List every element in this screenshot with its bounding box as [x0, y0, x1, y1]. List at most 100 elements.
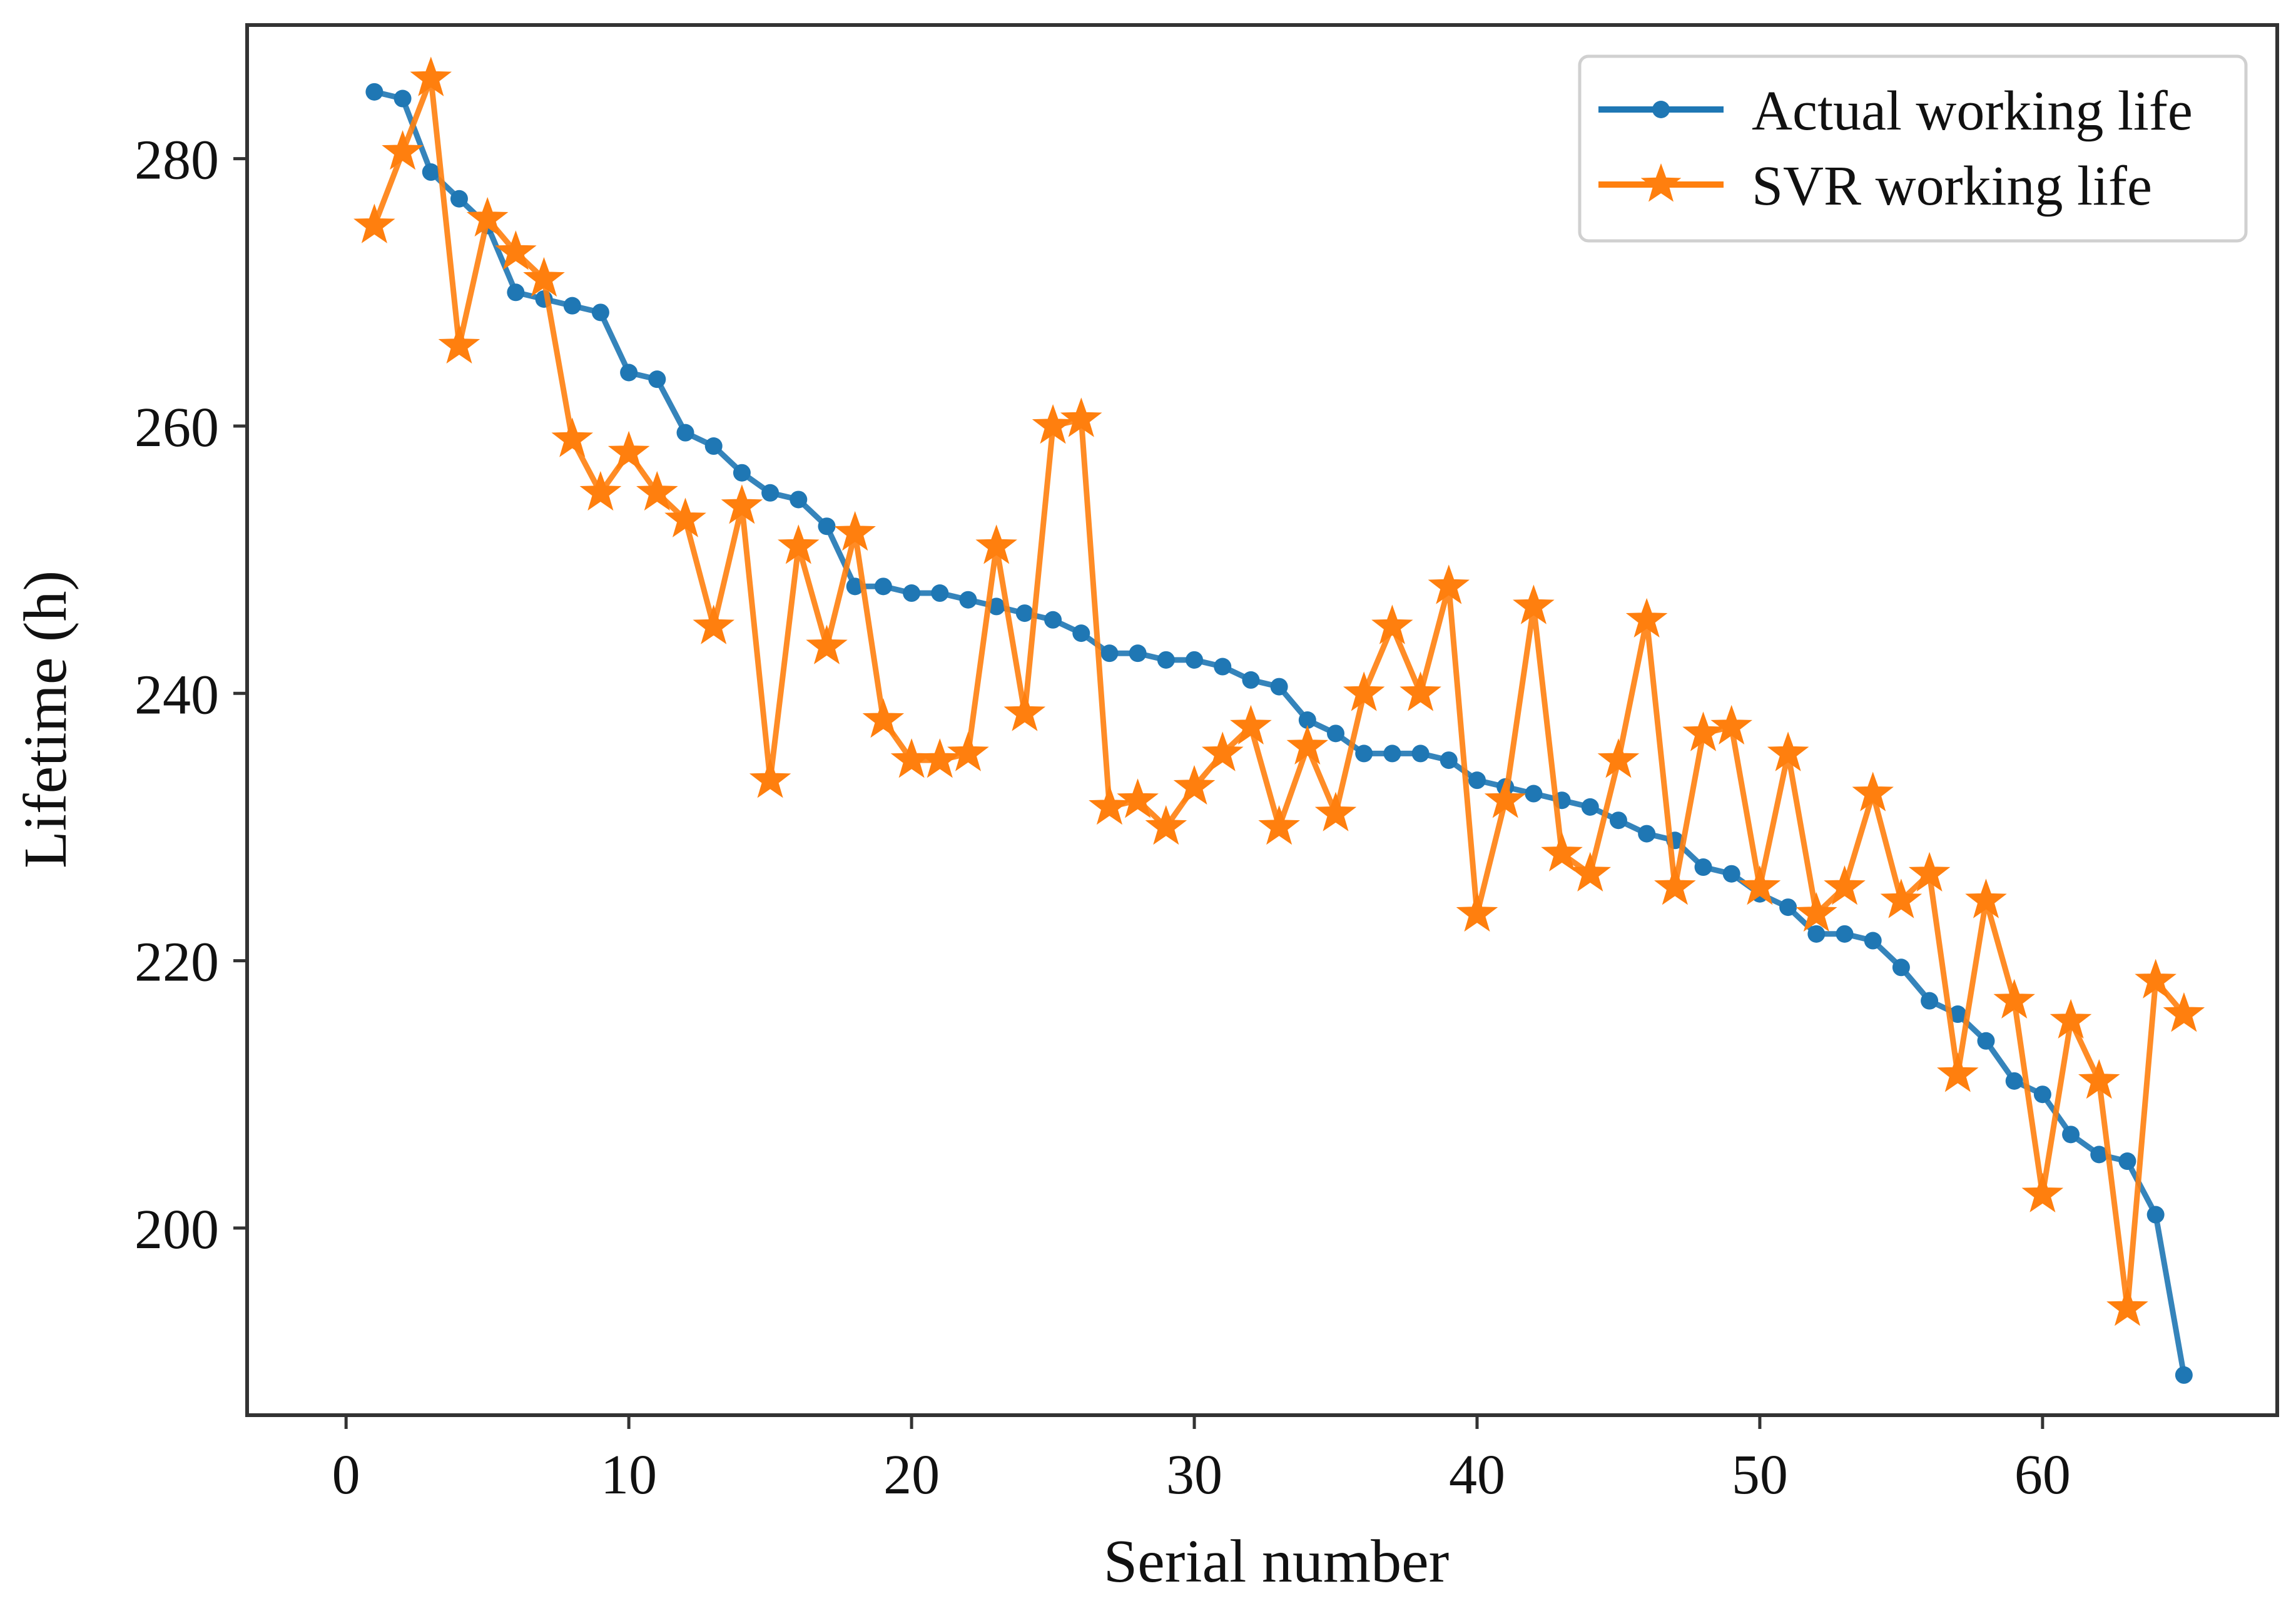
data-point-svr — [2106, 1286, 2148, 1326]
data-point-svr — [1682, 711, 1724, 751]
data-point-actual — [2175, 1366, 2193, 1384]
data-point-svr — [947, 731, 989, 771]
data-point-actual — [931, 584, 949, 602]
y-tick-label: 280 — [135, 130, 219, 191]
data-point-actual — [591, 303, 609, 322]
data-point-svr — [1032, 404, 1074, 444]
data-point-svr — [1852, 771, 1894, 811]
y-axis-ticks: 200 220 240 260 280 — [135, 130, 247, 1261]
series-layer — [353, 56, 2205, 1384]
data-point-actual — [1186, 651, 1204, 669]
data-point-actual — [1298, 711, 1316, 729]
data-point-svr — [1428, 564, 1470, 604]
data-point-actual — [1440, 751, 1458, 770]
data-point-actual — [903, 584, 921, 602]
y-axis-label: Lifetime (h) — [12, 571, 79, 868]
data-point-actual — [874, 577, 892, 596]
data-point-svr — [1456, 892, 1498, 932]
data-point-svr — [607, 430, 650, 471]
data-point-actual — [1157, 651, 1175, 669]
data-point-svr — [1003, 691, 1046, 731]
data-point-actual — [394, 89, 412, 108]
data-point-svr — [1710, 704, 1753, 745]
data-point-svr — [1824, 865, 1866, 905]
data-point-actual — [1864, 932, 1882, 950]
data-point-svr — [1569, 851, 1612, 892]
data-point-svr — [1993, 978, 2035, 1019]
y-tick-label: 220 — [135, 932, 219, 994]
data-point-svr — [693, 604, 735, 644]
data-point-svr — [1286, 724, 1329, 765]
data-point-svr — [1173, 765, 1216, 805]
legend-item-actual: Actual working life — [1598, 80, 2193, 142]
series-svr-working-life — [353, 56, 2205, 1326]
data-point-actual — [365, 83, 384, 101]
data-point-svr — [2021, 1172, 2064, 1212]
data-point-svr — [1314, 791, 1357, 831]
data-point-svr — [2078, 1059, 2120, 1099]
data-point-svr — [1597, 738, 1640, 778]
data-point-actual — [1581, 798, 1599, 816]
legend-dot-marker — [1652, 101, 1670, 118]
y-tick-label: 200 — [135, 1199, 219, 1261]
data-point-actual — [1015, 604, 1034, 623]
data-point-svr — [1767, 731, 1809, 771]
data-point-svr — [1484, 778, 1526, 818]
data-point-svr — [382, 130, 424, 170]
data-point-actual — [2062, 1126, 2080, 1144]
legend-star-marker — [1640, 163, 1682, 202]
legend-item-svr: SVR working life — [1598, 155, 2152, 217]
data-point-actual — [1468, 771, 1486, 790]
data-point-actual — [1525, 785, 1543, 803]
data-point-actual — [987, 597, 1005, 616]
data-point-svr — [1908, 851, 1951, 892]
data-point-actual — [620, 363, 638, 382]
data-point-svr — [1796, 892, 1837, 932]
data-point-svr — [721, 484, 763, 524]
data-point-svr — [410, 56, 452, 96]
data-point-svr — [1371, 604, 1413, 644]
data-point-actual — [1921, 992, 1939, 1010]
y-tick-label: 240 — [135, 664, 219, 726]
data-point-actual — [1609, 811, 1627, 830]
data-point-svr — [2163, 992, 2205, 1032]
data-point-svr — [918, 738, 961, 778]
data-point-svr — [523, 257, 565, 297]
data-point-actual — [733, 464, 751, 482]
data-point-svr — [778, 524, 820, 564]
data-point-svr — [1145, 805, 1187, 845]
data-point-actual — [1892, 958, 1910, 977]
data-point-actual — [1694, 858, 1712, 877]
data-point-actual — [2118, 1152, 2136, 1171]
data-point-svr — [466, 196, 509, 237]
data-point-svr — [1880, 878, 1923, 918]
data-point-actual — [1044, 611, 1062, 629]
data-point-actual — [1779, 898, 1797, 917]
data-point-svr — [749, 758, 791, 798]
data-point-svr — [664, 497, 706, 537]
x-axis-label: Serial number — [1104, 1528, 1449, 1595]
data-point-actual — [1836, 925, 1854, 943]
data-point-svr — [1230, 704, 1272, 745]
data-point-actual — [1242, 671, 1260, 689]
data-point-actual — [2033, 1085, 2051, 1104]
legend: Actual working life SVR working life — [1578, 54, 2248, 243]
data-point-actual — [1072, 624, 1090, 643]
data-point-svr — [1258, 805, 1300, 845]
data-point-actual — [1722, 865, 1740, 883]
data-point-svr — [1060, 397, 1102, 437]
data-point-actual — [1638, 825, 1656, 843]
data-point-actual — [2146, 1206, 2165, 1224]
data-point-svr — [551, 417, 594, 457]
data-point-actual — [1383, 745, 1401, 763]
data-point-svr — [1654, 865, 1696, 905]
plot-series-group — [353, 56, 2205, 1384]
plot-area-frame — [245, 23, 2279, 1417]
x-tick-label: 60 — [2014, 1444, 2071, 1506]
data-point-svr — [806, 624, 848, 664]
data-point-svr — [1513, 584, 1555, 624]
data-point-actual — [846, 577, 864, 596]
data-point-actual — [676, 424, 694, 442]
legend-label: SVR working life — [1752, 155, 2152, 217]
data-point-svr — [1625, 597, 1668, 638]
